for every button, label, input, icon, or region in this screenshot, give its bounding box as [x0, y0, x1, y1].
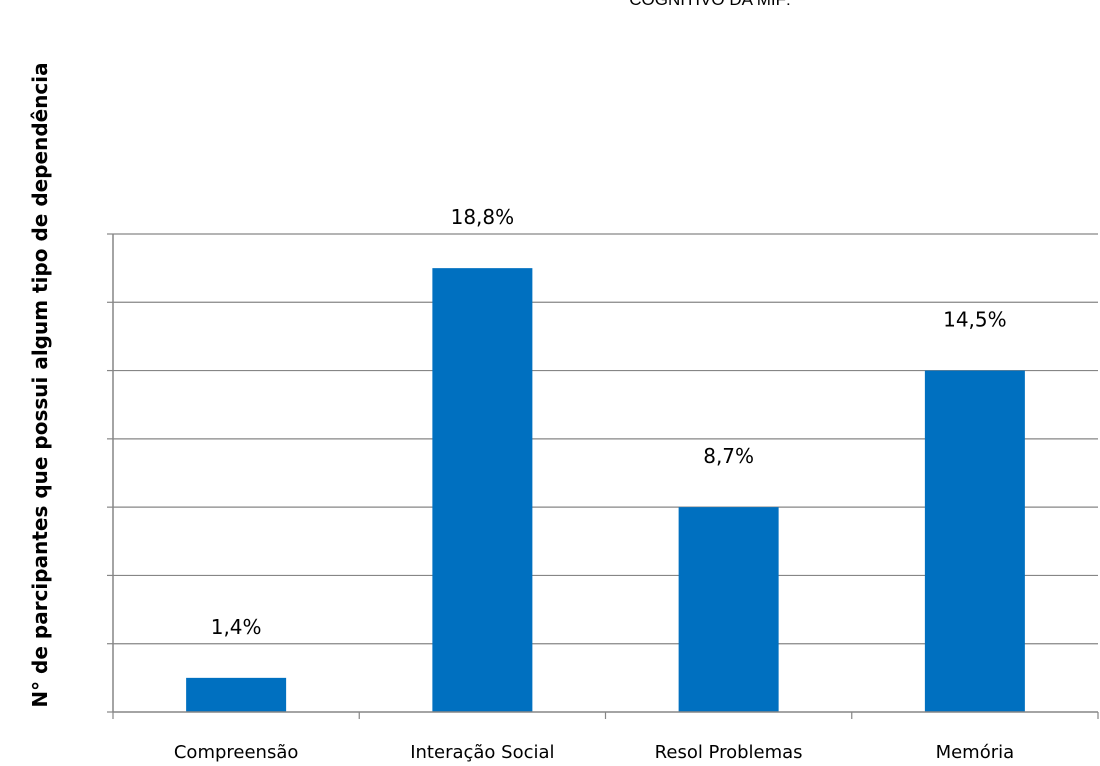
chart-title: COGNITIVO DA MIF: — [560, 0, 860, 10]
axes — [107, 233, 1099, 719]
bar — [432, 268, 533, 712]
data-label: 18,8% — [451, 205, 515, 229]
x-tick-labels: Compreensão Interação Social Resol Problem… — [174, 742, 1014, 763]
bars — [186, 268, 1025, 712]
x-tick-label: Interação Social — [410, 742, 554, 763]
data-labels: 1,4% 18,8% 8,7% 14,5% — [211, 205, 1007, 639]
data-label: 8,7% — [703, 444, 754, 468]
data-label: 14,5% — [943, 308, 1007, 332]
bar — [678, 507, 779, 712]
bar — [924, 370, 1025, 712]
bar — [186, 677, 287, 712]
x-tick-label: Compreensão — [174, 742, 299, 763]
data-label: 1,4% — [211, 615, 262, 639]
x-tick-label: Memória — [936, 742, 1015, 763]
x-tick-label: Resol Problemas — [655, 742, 803, 763]
